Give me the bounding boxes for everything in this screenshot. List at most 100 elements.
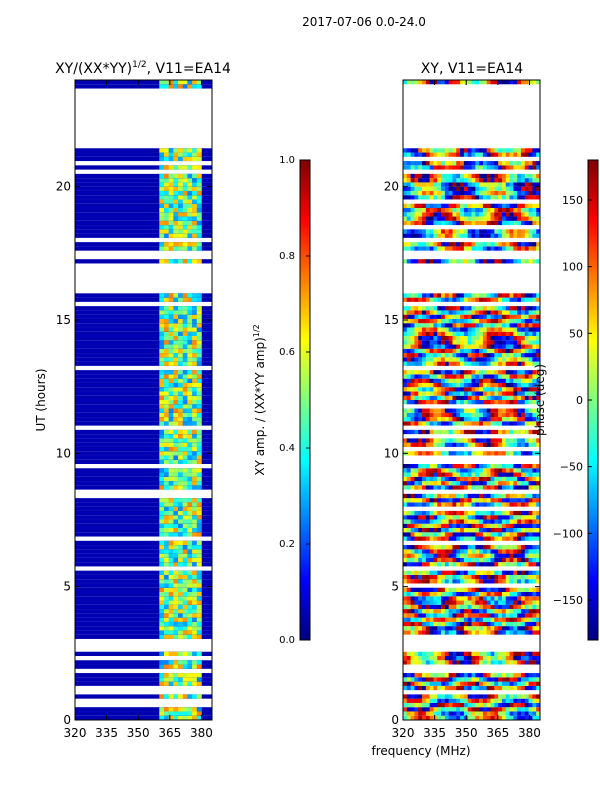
heatmap-cell bbox=[501, 621, 507, 627]
heatmap-cell bbox=[178, 340, 184, 345]
heatmap-cell bbox=[494, 711, 499, 716]
heatmap-cell bbox=[475, 592, 480, 597]
heatmap-cell bbox=[479, 348, 484, 354]
heatmap-cell bbox=[482, 400, 488, 405]
heatmap-cell bbox=[509, 417, 514, 422]
heatmap-cell bbox=[463, 293, 468, 298]
heatmap-cell bbox=[463, 259, 468, 264]
heatmap-cell bbox=[410, 186, 415, 191]
heatmap-cell bbox=[467, 203, 472, 208]
heatmap-row bbox=[403, 216, 541, 221]
heatmap-cell bbox=[422, 515, 427, 520]
heatmap-cell bbox=[482, 515, 488, 520]
heatmap-row bbox=[403, 370, 541, 375]
heatmap-row bbox=[403, 80, 541, 85]
heatmap-cell bbox=[460, 545, 465, 550]
heatmap-cell bbox=[159, 570, 165, 575]
heatmap-cell bbox=[422, 536, 427, 541]
heatmap-cell bbox=[513, 310, 518, 315]
heatmap-cell bbox=[509, 651, 514, 656]
heatmap-cell bbox=[406, 190, 411, 196]
heatmap-cell bbox=[406, 417, 411, 422]
heatmap-cell bbox=[460, 293, 465, 298]
heatmap-row bbox=[75, 574, 212, 580]
heatmap-cell bbox=[192, 391, 198, 396]
heatmap-row bbox=[403, 711, 541, 716]
heatmap-cell bbox=[422, 630, 427, 635]
heatmap-cell bbox=[406, 357, 411, 362]
heatmap-cell bbox=[187, 182, 193, 187]
heatmap-cell bbox=[422, 570, 427, 575]
heatmap-cell bbox=[486, 178, 491, 183]
heatmap-cell bbox=[163, 528, 169, 533]
heatmap-cell bbox=[173, 242, 179, 247]
heatmap-cell bbox=[410, 677, 415, 682]
heatmap-cell bbox=[159, 613, 165, 618]
heatmap-cell bbox=[505, 310, 510, 315]
heatmap-cell bbox=[196, 353, 202, 358]
heatmap-cell bbox=[433, 587, 438, 592]
heatmap-cell bbox=[448, 391, 453, 396]
heatmap-cell bbox=[187, 502, 193, 507]
heatmap-cell bbox=[452, 493, 457, 499]
heatmap-cell bbox=[536, 707, 541, 712]
heatmap-cell bbox=[433, 242, 438, 247]
heatmap-cell bbox=[75, 310, 212, 315]
heatmap-row bbox=[403, 532, 541, 537]
heatmap-cell bbox=[441, 545, 446, 550]
heatmap-cell bbox=[475, 677, 480, 682]
heatmap-cell bbox=[418, 579, 423, 584]
heatmap-cell bbox=[433, 327, 438, 332]
heatmap-cell bbox=[403, 562, 408, 567]
heatmap-cell bbox=[418, 378, 423, 383]
heatmap-cell bbox=[182, 391, 188, 396]
heatmap-cell bbox=[406, 485, 411, 490]
heatmap-cell bbox=[498, 604, 503, 610]
heatmap-cell bbox=[524, 660, 529, 665]
heatmap-cell bbox=[173, 651, 179, 656]
heatmap-cell bbox=[418, 190, 423, 196]
heatmap-cell bbox=[182, 506, 188, 511]
heatmap-cell bbox=[475, 344, 480, 349]
heatmap-cell bbox=[467, 493, 472, 499]
heatmap-cell bbox=[418, 519, 423, 524]
heatmap-cell bbox=[517, 698, 522, 703]
heatmap-cell bbox=[536, 417, 541, 422]
heatmap-cell bbox=[513, 395, 518, 400]
heatmap-cell bbox=[433, 562, 438, 567]
heatmap-cell bbox=[475, 161, 480, 166]
heatmap-cell bbox=[414, 242, 419, 247]
heatmap-cell bbox=[498, 370, 503, 375]
heatmap-cell bbox=[463, 212, 468, 217]
heatmap-cell bbox=[173, 199, 179, 204]
heatmap-cell bbox=[498, 694, 503, 699]
heatmap-cell bbox=[463, 711, 468, 716]
heatmap-cell bbox=[196, 331, 202, 336]
heatmap-cell bbox=[532, 318, 537, 324]
heatmap-row bbox=[403, 318, 541, 324]
right-plot-frame bbox=[402, 79, 541, 721]
heatmap-cell bbox=[536, 481, 541, 486]
heatmap-cell bbox=[520, 549, 526, 554]
heatmap-cell bbox=[536, 570, 541, 575]
heatmap-row bbox=[403, 451, 541, 456]
heatmap-cell bbox=[403, 421, 408, 426]
heatmap-cell bbox=[437, 400, 442, 405]
heatmap-cell bbox=[467, 182, 472, 187]
heatmap-cell bbox=[528, 336, 533, 341]
heatmap-cell bbox=[528, 613, 533, 618]
heatmap-cell bbox=[159, 374, 165, 379]
heatmap-cell bbox=[163, 306, 169, 311]
heatmap-cell bbox=[441, 549, 446, 554]
heatmap-cell bbox=[196, 583, 202, 588]
heatmap-cell bbox=[536, 600, 541, 605]
heatmap-cell bbox=[486, 340, 491, 345]
heatmap-cell bbox=[178, 361, 184, 366]
heatmap-cell bbox=[159, 395, 165, 400]
heatmap-cell bbox=[414, 161, 419, 166]
heatmap-cell bbox=[520, 451, 526, 456]
heatmap-cell bbox=[187, 297, 193, 302]
heatmap-cell bbox=[403, 702, 408, 708]
heatmap-cell bbox=[182, 476, 188, 482]
heatmap-cell bbox=[448, 331, 453, 336]
